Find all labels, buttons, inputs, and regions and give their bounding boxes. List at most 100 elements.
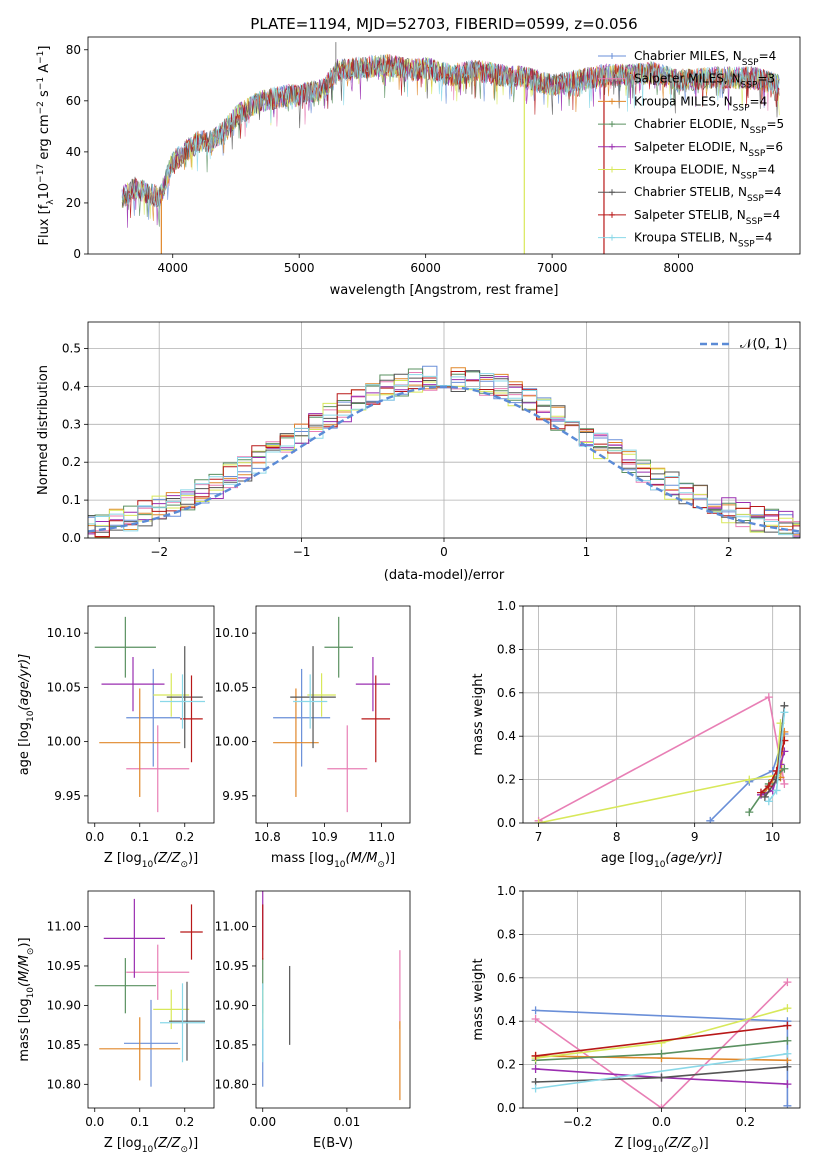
x-axis-label: E(B-V)	[313, 1136, 353, 1151]
charts-layer: 4000 5000 6000 7000 8000020406080wavelength …	[17, 36, 801, 1155]
axes-frame	[255, 605, 411, 824]
y-axis-label: Flux [fλ10−17 erg cm−2 s−1 A−1]	[36, 46, 56, 246]
legend-marker	[609, 189, 615, 196]
legend-label: Chabrier ELODIE, NSSP=5	[634, 117, 784, 136]
x-axis-label: age [log10(age/yr)]	[601, 851, 723, 870]
y-tick-label: 0.2	[497, 773, 516, 787]
axes-weight-vs-Z: −0.2 0.0 0.2 0.0 0.2 0.4 0.6 0.8 1.0 Z [log10(Z/Z…	[471, 884, 801, 1155]
x-axis-label: Z [log10(Z/Z⊙)]	[614, 1136, 708, 1155]
spectrum-line	[121, 55, 780, 209]
axes-mass-vs-Z: 0.0 0.1 0.2 10.80 10.85 10.90 10.95 11.00 Z [log…	[17, 890, 215, 1155]
y-axis-label: mass [log10(M/M⊙)]	[17, 937, 36, 1061]
weight-marker	[764, 797, 773, 806]
axes-frame	[255, 890, 411, 1109]
x-tick-label: 0.01	[334, 1115, 361, 1129]
x-axis-label: wavelength [Angstrom, rest frame]	[330, 283, 559, 298]
legend-marker	[609, 75, 615, 82]
y-tick-label: 0.4	[497, 1014, 516, 1028]
y-tick-label: 0.6	[497, 686, 516, 700]
y-axis-label: age [log10(age/yr)]	[17, 654, 36, 776]
y-tick-label: 0.3	[62, 417, 81, 431]
legend-label: Salpeter STELIB, NSSP=4	[634, 208, 780, 227]
x-tick-label: 0.1	[130, 830, 149, 844]
weight-marker	[772, 786, 781, 795]
axes-age-vs-mass: 10.8 10.9 11.0 9.95 10.00 10.05 10.10 mass [log…	[215, 605, 411, 870]
y-tick-label: 0.0	[62, 531, 81, 545]
x-tick-label: −1	[293, 545, 311, 559]
x-tick-label: 10.8	[254, 830, 281, 844]
legend: Chabrier MILES, NSSP=4 Salpeter MILES, NS…	[598, 49, 784, 250]
y-tick-label: 10.95	[47, 959, 81, 973]
weight-marker	[657, 1049, 666, 1058]
y-tick-label: 20	[66, 196, 81, 210]
weight-marker	[783, 978, 792, 987]
x-tick-label: 0.2	[736, 1115, 755, 1129]
x-tick-label: −2	[150, 545, 168, 559]
weight-marker	[531, 1051, 540, 1060]
weight-marker	[756, 788, 765, 797]
weight-marker	[531, 1064, 540, 1073]
x-tick-label: 1	[583, 545, 591, 559]
y-tick-label: 0.2	[497, 1058, 516, 1072]
x-tick-label: 9	[691, 830, 699, 844]
y-tick-label: 0.0	[497, 816, 516, 830]
plot-area	[273, 616, 391, 813]
legend-marker	[609, 53, 615, 59]
x-tick-label: 0.0	[85, 1115, 104, 1129]
y-tick-label: 10.10	[215, 626, 249, 640]
weight-line	[535, 1053, 788, 1090]
y-tick-label: 0.2	[62, 455, 81, 469]
x-tick-label: 7	[535, 830, 543, 844]
axes-spectrum: 4000 5000 6000 7000 8000 0 20 40 60 80 wavelength …	[36, 36, 801, 298]
weight-marker	[783, 1049, 792, 1058]
axes-age-vs-Z: 0.0 0.1 0.2 9.95 10.00 10.05 10.10 Z [log10(Z/Z…	[17, 605, 215, 870]
gaussian-curve	[88, 385, 800, 533]
y-tick-label: 0.8	[497, 642, 516, 656]
x-tick-label: 0.1	[130, 1115, 149, 1129]
y-tick-label: 0	[73, 247, 81, 261]
axes-frame	[87, 36, 801, 255]
x-tick-label: 6000	[410, 261, 441, 275]
y-tick-label: 10.05	[47, 680, 81, 694]
plot-area	[262, 891, 401, 1101]
weight-marker	[657, 1104, 666, 1108]
y-tick-label: 10.90	[215, 998, 249, 1012]
axes-frame	[87, 321, 801, 539]
plot-area	[88, 365, 800, 538]
legend-label: Kroupa MILES, NSSP=4	[634, 94, 767, 113]
x-tick-label: 0.0	[85, 830, 104, 844]
weight-marker	[783, 1062, 792, 1071]
histogram-step	[88, 376, 800, 537]
weight-marker	[783, 1101, 792, 1108]
legend-marker	[609, 234, 615, 241]
y-tick-label: 10.95	[215, 959, 249, 973]
weight-marker	[745, 808, 754, 817]
legend-label: Kroupa ELODIE, NSSP=4	[634, 163, 775, 182]
y-tick-label: 0.6	[497, 971, 516, 985]
y-tick-label: 11.00	[47, 920, 81, 934]
x-tick-label: 8000	[663, 261, 694, 275]
legend-marker	[609, 211, 615, 218]
weight-marker	[657, 1073, 666, 1082]
weight-marker	[780, 764, 789, 773]
x-tick-label: 2	[725, 545, 733, 559]
weight-marker	[534, 819, 543, 823]
y-tick-label: 0.4	[497, 729, 516, 743]
plot-area	[531, 978, 792, 1108]
weight-marker	[783, 1004, 792, 1013]
y-tick-label: 10.90	[47, 998, 81, 1012]
y-axis-label: mass weight	[471, 958, 486, 1040]
y-tick-label: 0.5	[62, 342, 81, 356]
histogram-step	[88, 371, 800, 537]
y-tick-label: 10.85	[47, 1038, 81, 1052]
y-tick-label: 10.80	[215, 1077, 249, 1091]
y-tick-label: 0.1	[62, 493, 81, 507]
x-tick-label: 4000	[157, 261, 188, 275]
histogram-step	[88, 380, 800, 533]
x-tick-label: 10.9	[311, 830, 338, 844]
legend-marker	[609, 143, 615, 150]
legend-label: Salpeter MILES, NSSP=3	[634, 72, 775, 91]
y-tick-label: 10.80	[47, 1077, 81, 1091]
y-tick-label: 9.95	[54, 789, 81, 803]
